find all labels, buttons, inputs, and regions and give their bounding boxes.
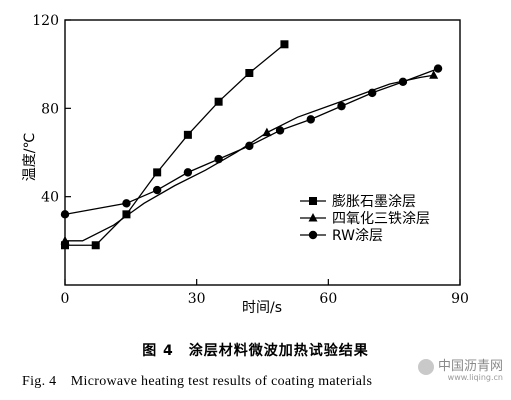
x-tick-label: 90: [451, 291, 469, 307]
x-tick-label: 0: [61, 291, 70, 307]
x-tick-label: 30: [188, 291, 206, 307]
data-point: [183, 130, 192, 139]
x-axis-label: 时间/s: [242, 300, 282, 316]
legend-item-1: 四氧化三铁涂层: [300, 211, 430, 227]
legend-label: 四氧化三铁涂层: [332, 211, 430, 227]
data-point: [122, 199, 131, 208]
legend-item-2: RW涂层: [300, 228, 383, 244]
data-point: [262, 127, 272, 137]
data-point: [368, 88, 377, 98]
data-point: [153, 168, 162, 177]
series-2: [60, 64, 443, 219]
chart-ticks: 0 30 60 90 40 80 120: [32, 13, 469, 307]
data-point: [61, 241, 69, 250]
data-point: [245, 141, 254, 151]
y-tick-label: 80: [41, 101, 59, 117]
x-tick-label: 60: [319, 291, 337, 307]
data-point: [429, 70, 439, 79]
series-line: [65, 43, 285, 246]
watermark-url: www.liqing.cn: [447, 373, 503, 382]
data-point: [306, 115, 315, 124]
data-point: [183, 168, 193, 177]
data-point: [275, 126, 285, 135]
plot-frame: [64, 19, 461, 286]
data-point: [60, 210, 70, 219]
data-point: [214, 154, 223, 164]
legend-label: RW涂层: [332, 228, 383, 244]
data-point: [337, 101, 346, 111]
y-tick-label: 120: [32, 13, 59, 29]
data-point: [152, 185, 162, 195]
data-point: [214, 97, 223, 106]
data-point: [91, 241, 100, 250]
data-point: [122, 210, 131, 219]
data-point: [60, 235, 70, 245]
data-point: [245, 69, 254, 77]
legend-marker: [308, 213, 318, 222]
series-0: [61, 40, 289, 250]
legend-label: 膨胀石墨涂层: [332, 193, 416, 210]
chart-series: [60, 40, 443, 250]
chart-axes: [64, 19, 461, 286]
watermark-logo-icon: [417, 358, 434, 375]
y-tick-label: 40: [41, 190, 59, 206]
figure-caption-english: Fig. 4 Microwave heating test results of…: [22, 374, 373, 389]
data-point: [280, 40, 289, 49]
series-line: [64, 67, 439, 215]
watermark: 中国沥青网: [417, 355, 503, 375]
data-point: [433, 64, 443, 73]
legend-marker: [308, 230, 318, 240]
legend-item-0: 膨胀石墨涂层: [300, 193, 416, 210]
data-point: [398, 77, 408, 87]
figure-caption-chinese: 图 4 涂层材料微波加热试验结果: [142, 343, 369, 359]
watermark-text: 中国沥青网: [437, 359, 503, 374]
y-axis-label: 温度/℃: [22, 133, 38, 181]
legend-marker: [309, 197, 317, 205]
